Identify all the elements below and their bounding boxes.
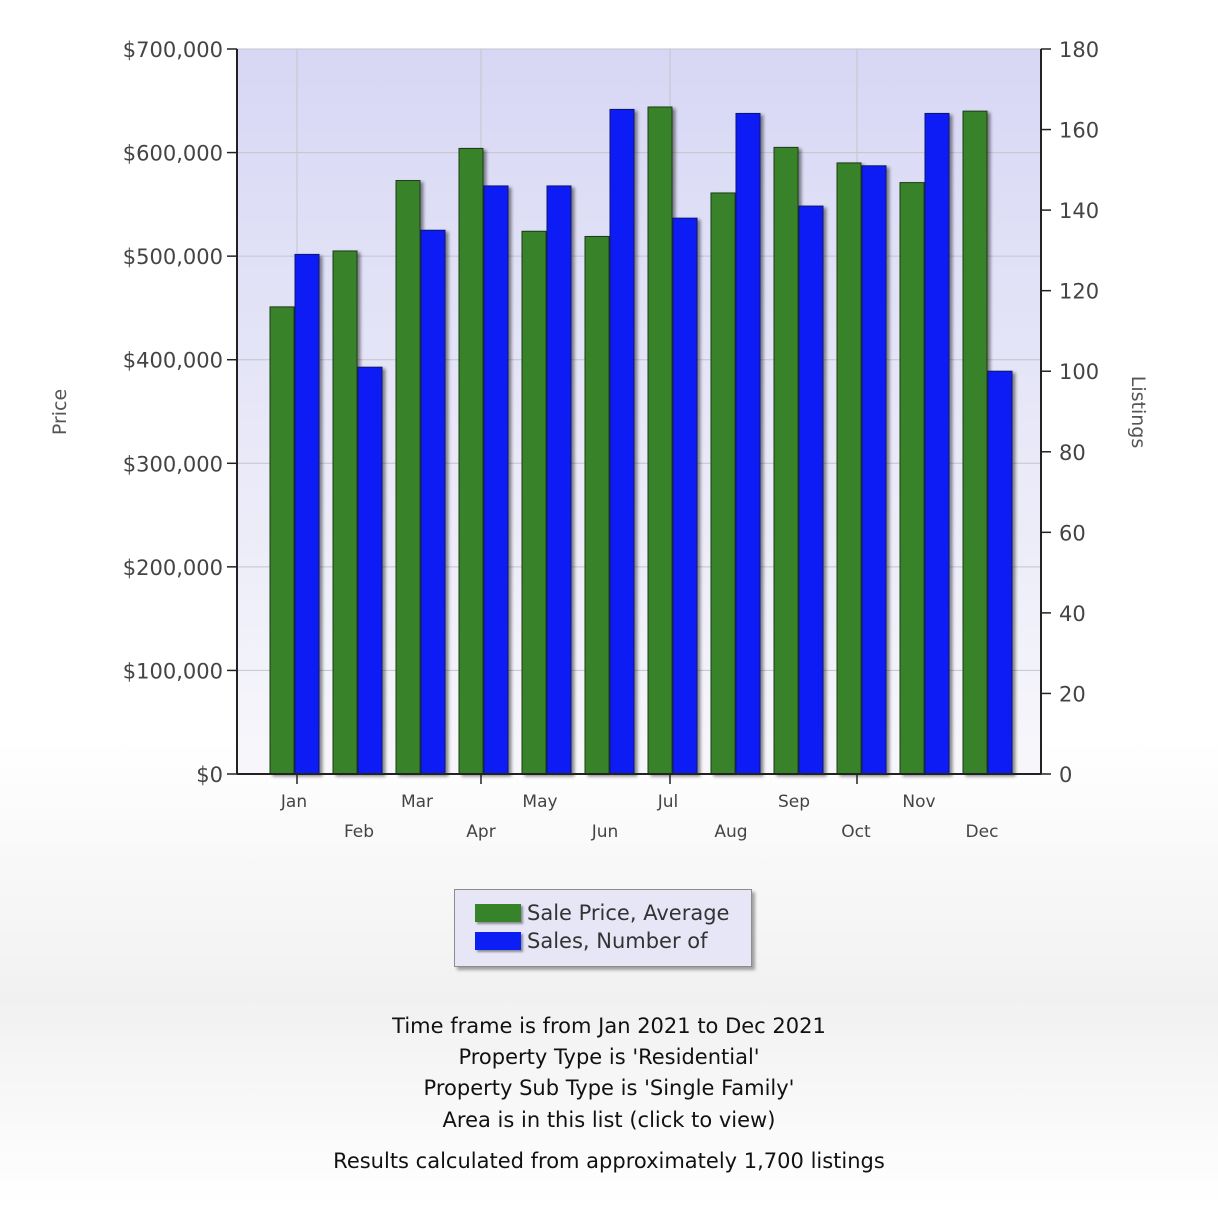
bar-sale-price-aug [710, 192, 736, 775]
y2-tick-label: 140 [1059, 199, 1099, 223]
bar-sale-price-jun [584, 235, 610, 775]
legend: Sale Price, Average Sales, Number of [454, 889, 752, 967]
y2-tick-label: 100 [1059, 360, 1099, 384]
bar-sale-price-oct [836, 162, 862, 775]
bar-sales-count-may [546, 185, 572, 775]
bar-sales-count-oct [861, 165, 887, 775]
legend-swatch-sale-price [475, 904, 521, 922]
y2-tick-label: 40 [1059, 602, 1086, 626]
bar-sale-price-may [521, 230, 547, 775]
bar-sales-count-jul [672, 217, 698, 775]
x-tick-label-apr: Apr [466, 822, 495, 842]
bar-sale-price-dec [962, 110, 988, 775]
y-tick-label: $600,000 [123, 142, 223, 166]
caption-timeframe: Time frame is from Jan 2021 to Dec 2021 [392, 1014, 826, 1038]
sales-chart: $0 $100,000 $200,000 $300,000 $400,000 $500,0… [49, 38, 1149, 842]
y2-tick-label: 80 [1059, 441, 1086, 465]
bar-sale-price-feb [332, 250, 358, 775]
x-tick-label-jan: Jan [280, 792, 307, 812]
y-tick-label: $400,000 [123, 349, 223, 373]
caption-property-type: Property Type is 'Residential' [458, 1045, 760, 1069]
bar-sales-count-feb [357, 366, 383, 775]
legend-label-sale-price: Sale Price, Average [527, 901, 730, 925]
bar-sale-price-sep [773, 146, 799, 775]
bar-sale-price-jan [269, 306, 295, 775]
bar-sale-price-mar [395, 180, 421, 775]
bar-sales-count-jun [609, 108, 635, 775]
bar-sales-count-apr [483, 185, 509, 775]
y2-axis-title: Listings [1127, 376, 1149, 449]
x-tick-label-oct: Oct [841, 822, 871, 842]
y2-tick-label: 0 [1059, 763, 1072, 787]
x-tick-label-feb: Feb [344, 822, 374, 842]
x-tick-label-nov: Nov [902, 792, 935, 812]
x-tick-label-dec: Dec [966, 822, 999, 842]
legend-label-sales-count: Sales, Number of [527, 929, 708, 953]
x-tick-label-aug: Aug [714, 822, 747, 842]
bars [269, 106, 1013, 775]
y2-tick-label: 160 [1059, 119, 1099, 143]
y-tick-label: $700,000 [123, 38, 223, 62]
axis-labels: $0 $100,000 $200,000 $300,000 $400,000 $500,0… [123, 38, 1099, 842]
axes [227, 48, 1051, 784]
y-tick-label: $500,000 [123, 245, 223, 269]
y2-tick-label: 20 [1059, 682, 1086, 706]
bar-sales-count-jan [294, 253, 320, 775]
bar-sale-price-jul [647, 106, 673, 775]
bar-sale-price-nov [899, 182, 925, 775]
y-tick-label: $0 [196, 763, 223, 787]
legend-item-sales-count: Sales, Number of [475, 928, 708, 954]
bar-sales-count-nov [924, 112, 950, 775]
y-tick-label: $200,000 [123, 556, 223, 580]
bar-sales-count-aug [735, 112, 761, 775]
bar-sales-count-dec [987, 370, 1013, 775]
bar-sale-price-apr [458, 147, 484, 775]
y-axis-title: Price [49, 389, 71, 435]
bar-sales-count-mar [420, 229, 446, 775]
y2-tick-label: 60 [1059, 521, 1086, 545]
caption-results: Results calculated from approximately 1,… [333, 1149, 885, 1173]
legend-swatch-sales-count [475, 932, 521, 950]
y2-tick-label: 120 [1059, 280, 1099, 304]
x-tick-label-jul: Jul [657, 792, 679, 812]
caption-property-sub-type: Property Sub Type is 'Single Family' [423, 1076, 795, 1100]
x-tick-label-may: May [522, 792, 557, 812]
x-tick-label-sep: Sep [778, 792, 810, 812]
caption-area-link[interactable]: Area is in this list (click to view) [442, 1108, 776, 1132]
bar-sales-count-sep [798, 205, 824, 775]
x-tick-label-mar: Mar [401, 792, 433, 812]
x-tick-label-jun: Jun [591, 822, 619, 842]
legend-item-sale-price: Sale Price, Average [475, 900, 729, 926]
y2-tick-label: 180 [1059, 38, 1099, 62]
y-tick-label: $100,000 [123, 659, 223, 683]
y-tick-label: $300,000 [123, 452, 223, 476]
